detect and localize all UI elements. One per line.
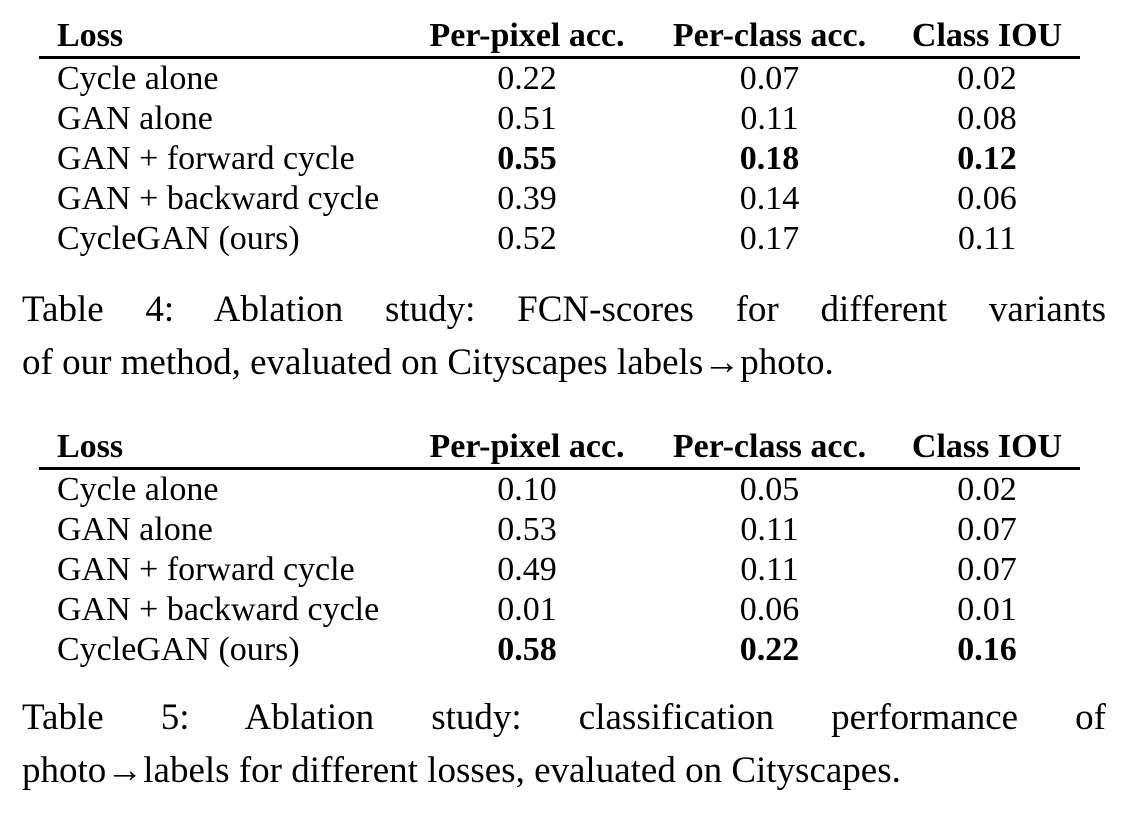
table4-header-row: Loss Per-pixel acc. Per-class acc. Class… [39, 16, 1080, 59]
table4-caption-line1: Table 4: Ablation study: FCN-scores for … [22, 289, 1106, 330]
table5-column-header-per-class: Per-class acc. [645, 427, 894, 470]
per-class-cell: 0.11 [740, 511, 799, 548]
class-iou-cell: 0.06 [957, 180, 1017, 217]
table-row: Cycle alone 0.10 0.05 0.02 [39, 469, 1080, 511]
class-iou-cell: 0.08 [957, 100, 1017, 137]
table5-column-header-class-iou: Class IOU [894, 427, 1080, 470]
ablation-table-5: Loss Per-pixel acc. Per-class acc. Class… [39, 427, 1080, 670]
per-class-cell: 0.07 [739, 60, 800, 97]
per-class-cell: 0.18 [739, 140, 800, 177]
per-pixel-cell: 0.52 [497, 220, 557, 257]
loss-cell: GAN alone [57, 100, 213, 137]
loss-cell: GAN + forward cycle [57, 551, 355, 588]
table-row: GAN alone 0.53 0.11 0.07 [39, 510, 1080, 550]
class-iou-cell: 0.07 [957, 551, 1017, 588]
class-iou-cell: 0.02 [957, 471, 1017, 508]
class-iou-cell: 0.11 [957, 220, 1017, 257]
table5-column-header-per-pixel: Per-pixel acc. [409, 427, 645, 470]
per-pixel-cell: 0.58 [497, 631, 557, 668]
per-pixel-cell: 0.10 [497, 471, 557, 508]
class-iou-cell: 0.02 [957, 60, 1017, 97]
per-pixel-cell: 0.49 [497, 551, 557, 588]
table5-caption-line2: photo→labels for different losses, evalu… [22, 750, 901, 791]
class-iou-cell: 0.07 [957, 511, 1017, 548]
per-class-cell: 0.22 [739, 631, 800, 668]
table5-column-header-loss: Loss [39, 427, 409, 470]
per-pixel-cell: 0.51 [497, 100, 557, 137]
table4-caption-line2: of our method, evaluated on Cityscapes l… [22, 342, 834, 383]
table4-column-header-per-class: Per-class acc. [645, 16, 894, 59]
loss-cell: CycleGAN (ours) [57, 631, 300, 668]
per-class-cell: 0.06 [739, 591, 800, 628]
table5-caption-line1: Table 5: Ablation study: classification … [22, 697, 1106, 738]
table4-column-header-loss: Loss [39, 16, 409, 59]
ablation-table-4: Loss Per-pixel acc. Per-class acc. Class… [39, 16, 1080, 259]
table4-column-header-class-iou: Class IOU [894, 16, 1080, 59]
table4-caption: Table 4: Ablation study: FCN-scores for … [22, 283, 1106, 389]
per-pixel-cell: 0.53 [497, 511, 557, 548]
per-class-cell: 0.05 [739, 471, 800, 508]
per-class-cell: 0.11 [740, 100, 799, 137]
loss-cell: GAN + backward cycle [57, 180, 380, 217]
loss-cell: GAN + backward cycle [57, 591, 380, 628]
loss-cell: Cycle alone [57, 60, 219, 97]
per-class-cell: 0.17 [739, 220, 800, 257]
per-pixel-cell: 0.22 [497, 60, 557, 97]
table-row: Cycle alone 0.22 0.07 0.02 [39, 58, 1080, 100]
loss-cell: CycleGAN (ours) [57, 220, 300, 257]
per-class-cell: 0.14 [739, 180, 800, 217]
per-pixel-cell: 0.01 [497, 591, 557, 628]
table-row: GAN + forward cycle 0.49 0.11 0.07 [39, 550, 1080, 590]
table-row: GAN + forward cycle 0.55 0.18 0.12 [39, 139, 1080, 179]
table5-header-row: Loss Per-pixel acc. Per-class acc. Class… [39, 427, 1080, 470]
table4-column-header-per-pixel: Per-pixel acc. [409, 16, 645, 59]
table-row: GAN + backward cycle 0.39 0.14 0.06 [39, 179, 1080, 219]
class-iou-cell: 0.16 [957, 631, 1017, 668]
table-row: CycleGAN (ours) 0.52 0.17 0.11 [39, 219, 1080, 259]
table5-caption: Table 5: Ablation study: classification … [22, 691, 1106, 797]
class-iou-cell: 0.12 [957, 140, 1017, 177]
loss-cell: GAN alone [57, 511, 213, 548]
table-row: GAN + backward cycle 0.01 0.06 0.01 [39, 590, 1080, 630]
table-row: GAN alone 0.51 0.11 0.08 [39, 99, 1080, 139]
per-pixel-cell: 0.39 [497, 180, 557, 217]
table-row: CycleGAN (ours) 0.58 0.22 0.16 [39, 630, 1080, 670]
loss-cell: GAN + forward cycle [57, 140, 355, 177]
loss-cell: Cycle alone [57, 471, 219, 508]
per-pixel-cell: 0.55 [497, 140, 557, 177]
class-iou-cell: 0.01 [957, 591, 1017, 628]
per-class-cell: 0.11 [740, 551, 799, 588]
